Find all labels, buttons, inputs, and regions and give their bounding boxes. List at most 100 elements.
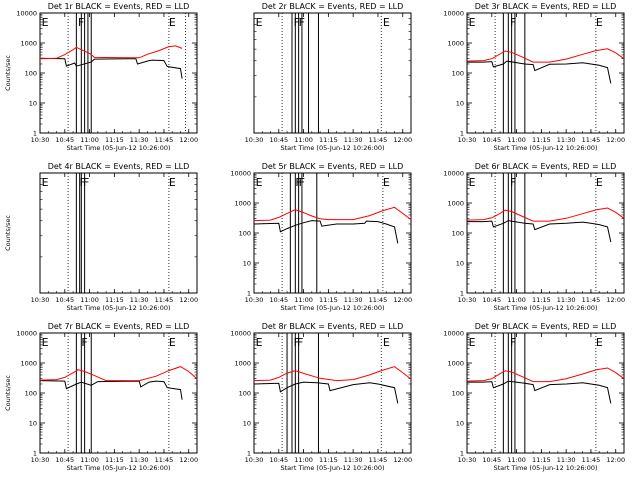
x-tick-label: 12:00	[393, 456, 412, 464]
event-marker-label: E	[169, 336, 176, 349]
y-tick-label: 1000	[447, 200, 464, 208]
x-tick-label: 11:30	[344, 456, 363, 464]
detector-panel: Det 9r BLACK = Events, RED = LLD 10:30 10:…	[443, 322, 625, 472]
x-axis-label: Start Time (05-Jun-12 10:26:00)	[281, 144, 385, 152]
event-marker-label: E	[596, 16, 603, 29]
lld-series-line	[466, 207, 625, 222]
x-tick-label: 11:00	[80, 456, 99, 464]
panel-title: Det 1r BLACK = Events, RED = LLD	[48, 2, 190, 11]
lld-series-line	[253, 366, 412, 382]
detector-panel: Det 1r BLACK = Events, RED = LLD 10:30 10:…	[4, 2, 198, 152]
event-marker-label: E	[596, 176, 603, 189]
x-tick-label: 11:30	[130, 456, 149, 464]
x-tick-label: 11:30	[557, 456, 576, 464]
y-tick-label: 10	[29, 100, 37, 108]
y-tick-label: 100	[239, 390, 251, 398]
y-tick-label: 10	[456, 420, 464, 428]
x-tick-label: 11:30	[344, 136, 363, 144]
x-tick-label: 10:45	[269, 456, 288, 464]
event-marker-label: F	[510, 16, 516, 29]
events-series-line	[39, 380, 183, 400]
lld-series-line	[466, 48, 625, 63]
y-tick-label: 10000	[230, 330, 251, 338]
detector-panel: Det 7r BLACK = Events, RED = LLD 10:30 10:…	[4, 322, 198, 472]
events-series-line	[253, 381, 399, 404]
event-marker-label: E	[169, 16, 176, 29]
event-marker-label: E	[256, 336, 263, 349]
x-axis-label: Start Time (05-Jun-12 10:26:00)	[494, 464, 598, 472]
x-axis-label: Start Time (05-Jun-12 10:26:00)	[67, 304, 171, 312]
x-tick-label: 11:00	[80, 296, 99, 304]
plot-frame	[253, 172, 412, 294]
lld-series-line	[253, 206, 412, 222]
y-tick-label: 1	[247, 290, 251, 298]
y-tick-label: 10	[29, 420, 37, 428]
lld-series-line	[39, 45, 183, 60]
x-tick-label: 10:30	[458, 296, 477, 304]
x-tick-label: 10:30	[458, 136, 477, 144]
x-tick-label: 12:00	[179, 296, 198, 304]
y-tick-label: 100	[25, 390, 37, 398]
event-marker-label: E	[42, 16, 49, 29]
lld-series-line	[39, 366, 198, 382]
x-tick-label: 10:30	[245, 456, 264, 464]
y-tick-label: 10	[456, 100, 464, 108]
x-tick-label: 11:45	[155, 296, 174, 304]
x-tick-label: 12:00	[393, 296, 412, 304]
x-tick-label: 10:45	[482, 296, 501, 304]
y-tick-label: 1000	[447, 40, 464, 48]
event-marker-label: E	[42, 336, 49, 349]
x-tick-label: 12:00	[179, 456, 198, 464]
x-tick-label: 10:30	[458, 456, 477, 464]
x-tick-label: 11:45	[369, 456, 388, 464]
detector-panel: Det 4r BLACK = Events, RED = LLD 10:30 10:…	[4, 162, 198, 312]
y-tick-label: 10000	[230, 170, 251, 178]
panel-title: Det 4r BLACK = Events, RED = LLD	[48, 162, 190, 171]
event-marker-label: E	[383, 16, 390, 29]
x-tick-label: 10:45	[269, 136, 288, 144]
y-tick-label: 10	[456, 260, 464, 268]
plot-frame	[466, 172, 625, 294]
x-axis-label: Start Time (05-Jun-12 10:26:00)	[281, 464, 385, 472]
y-tick-label: 100	[25, 70, 37, 78]
x-tick-label: 12:00	[606, 456, 625, 464]
plot-frame	[253, 12, 412, 134]
plot-frame	[39, 332, 198, 454]
event-marker-label: F	[295, 176, 301, 189]
detector-panel: Det 8r BLACK = Events, RED = LLD 10:30 10:…	[230, 322, 412, 472]
y-tick-label: 10	[243, 260, 251, 268]
event-marker-label: F	[80, 176, 86, 189]
panel-title: Det 6r BLACK = Events, RED = LLD	[475, 162, 617, 171]
x-tick-label: 10:45	[269, 296, 288, 304]
x-tick-label: 11:15	[532, 296, 551, 304]
y-tick-label: 1	[33, 450, 37, 458]
event-marker-label: F	[81, 336, 87, 349]
y-tick-label: 1	[460, 130, 464, 138]
x-tick-label: 12:00	[606, 296, 625, 304]
x-tick-label: 11:30	[344, 296, 363, 304]
y-tick-label: 1000	[447, 360, 464, 368]
y-tick-label: 10000	[443, 170, 464, 178]
event-marker-label: F	[78, 16, 84, 29]
x-tick-label: 11:00	[294, 296, 313, 304]
x-axis-label: Start Time (05-Jun-12 10:26:00)	[494, 304, 598, 312]
x-tick-label: 11:30	[130, 136, 149, 144]
x-axis-label: Start Time (05-Jun-12 10:26:00)	[67, 464, 171, 472]
x-tick-label: 10:30	[31, 296, 50, 304]
event-marker-label: F	[510, 336, 516, 349]
event-marker-label: E	[469, 176, 476, 189]
panel-title: Det 8r BLACK = Events, RED = LLD	[262, 322, 404, 331]
x-tick-label: 11:00	[507, 296, 526, 304]
y-tick-label: 100	[452, 390, 464, 398]
y-tick-label: 1000	[234, 360, 251, 368]
y-tick-label: 100	[452, 70, 464, 78]
y-tick-label: 10000	[443, 330, 464, 338]
x-tick-label: 11:30	[130, 296, 149, 304]
panel-title: Det 9r BLACK = Events, RED = LLD	[475, 322, 617, 331]
panel-title: Det 3r BLACK = Events, RED = LLD	[475, 2, 617, 11]
x-tick-label: 11:00	[507, 136, 526, 144]
event-marker-label: E	[169, 176, 176, 189]
x-tick-label: 12:00	[393, 136, 412, 144]
x-tick-label: 10:30	[245, 296, 264, 304]
detector-panel: Det 6r BLACK = Events, RED = LLD 10:30 10:…	[443, 162, 625, 312]
